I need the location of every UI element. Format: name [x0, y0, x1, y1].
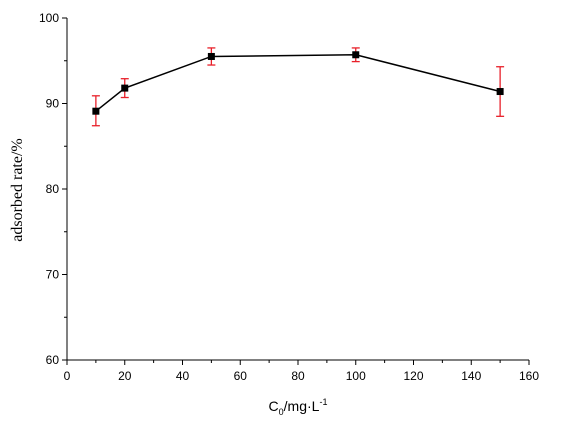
x-axis-title: C0/mg·L-1	[269, 397, 328, 417]
x-tick-label: 160	[519, 369, 539, 383]
data-series	[91, 47, 505, 127]
data-point	[92, 107, 100, 115]
x-axis-ticks: 0 20 40 60 80 100 120 140 160	[64, 360, 539, 383]
x-tick-label: 120	[403, 369, 423, 383]
y-tick-label: 60	[46, 353, 60, 367]
x-tick-label: 40	[176, 369, 190, 383]
data-point	[496, 88, 504, 96]
series-line	[95, 54, 501, 112]
x-axis-title-superscript: -1	[319, 397, 327, 407]
x-tick-label: 100	[346, 369, 366, 383]
x-tick-label: 60	[234, 369, 248, 383]
data-point	[121, 84, 129, 92]
x-axis-title-subscript: 0	[279, 407, 284, 417]
axes	[66, 18, 529, 361]
x-tick-label: 140	[461, 369, 481, 383]
y-axis-title: adsorbed rate/%	[9, 138, 26, 242]
y-tick-label: 90	[46, 97, 60, 111]
data-point	[352, 51, 360, 59]
y-tick-label: 80	[46, 182, 60, 196]
y-tick-label: 100	[39, 11, 59, 25]
x-tick-label: 0	[64, 369, 71, 383]
y-axis-ticks: 60 70 80 90 100	[39, 11, 67, 367]
x-tick-label: 80	[291, 369, 305, 383]
x-tick-label: 20	[118, 369, 132, 383]
x-axis-title-base: C	[269, 398, 279, 414]
y-tick-label: 70	[46, 268, 60, 282]
data-point	[207, 52, 215, 60]
x-axis-title-unit: /mg·L	[284, 398, 320, 414]
